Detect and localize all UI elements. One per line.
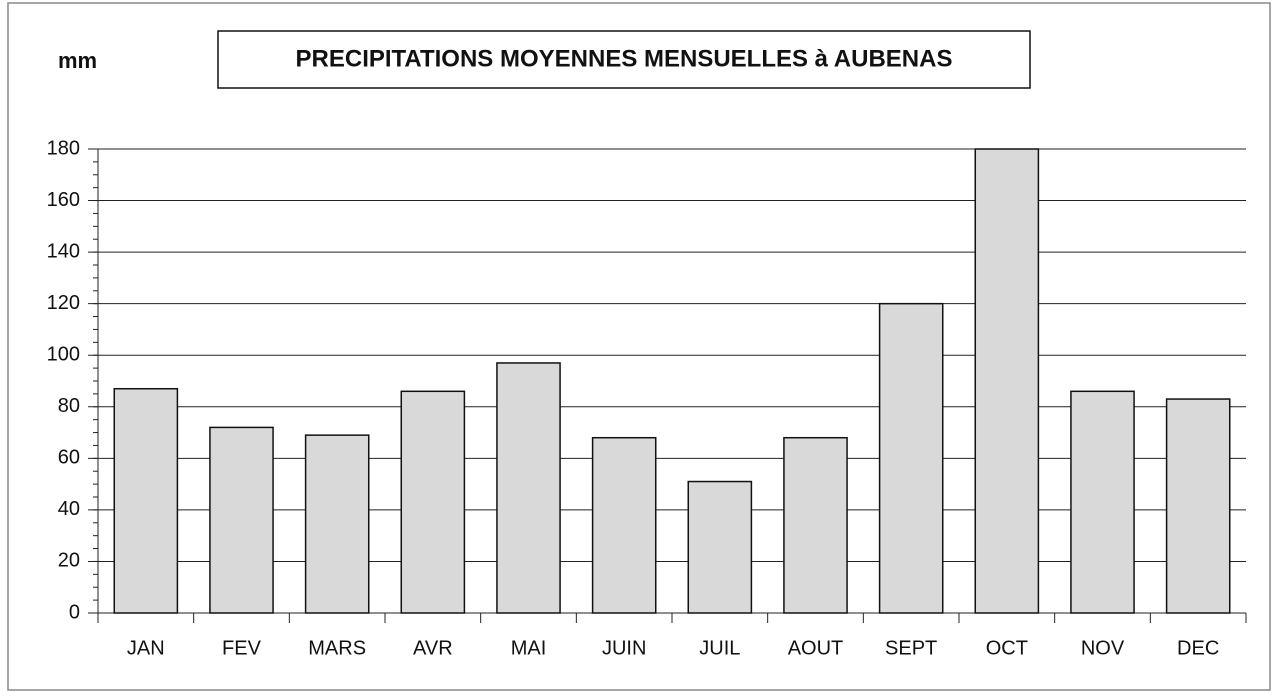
title-box: [217, 30, 1031, 89]
chart-title: PRECIPITATIONS MOYENNES MENSUELLES à AUB…: [296, 45, 953, 72]
y-tick-label: 120: [47, 292, 80, 314]
bar: [113, 387, 179, 614]
x-tick-label: SEPT: [885, 637, 937, 659]
y-tick-label: 160: [47, 189, 80, 211]
y-tick-label: 140: [47, 240, 80, 262]
x-tick-label: JAN: [127, 637, 165, 659]
x-tick-label: OCT: [986, 637, 1028, 659]
bar: [400, 390, 466, 614]
bar: [209, 426, 274, 614]
bar: [304, 434, 370, 614]
y-tick-label: 40: [58, 498, 80, 520]
bar: [974, 148, 1040, 614]
bar: [1165, 398, 1231, 614]
bar: [878, 302, 944, 614]
bar: [687, 480, 753, 614]
x-tick-label: MARS: [308, 637, 366, 659]
bar: [496, 362, 561, 614]
chart-frame: [7, 2, 1271, 691]
x-tick-label: MAI: [511, 637, 547, 659]
y-tick-label: 60: [58, 447, 80, 469]
y-tick-label: 100: [47, 344, 80, 366]
bar: [1070, 390, 1135, 614]
x-tick-label: AOUT: [788, 637, 844, 659]
x-tick-label: DEC: [1177, 637, 1219, 659]
y-tick-label: 180: [47, 137, 80, 159]
y-tick-label: 80: [58, 395, 80, 417]
x-tick-label: FEV: [222, 637, 262, 659]
y-axis-label: mm: [58, 48, 97, 73]
y-tick-label: 20: [58, 550, 80, 572]
y-tick-label: 0: [69, 601, 80, 623]
bar: [783, 436, 848, 614]
x-tick-label: JUIN: [602, 637, 646, 659]
x-tick-label: AVR: [413, 637, 453, 659]
bar: [591, 436, 657, 614]
x-tick-label: NOV: [1081, 637, 1125, 659]
x-tick-label: JUIL: [699, 637, 740, 659]
